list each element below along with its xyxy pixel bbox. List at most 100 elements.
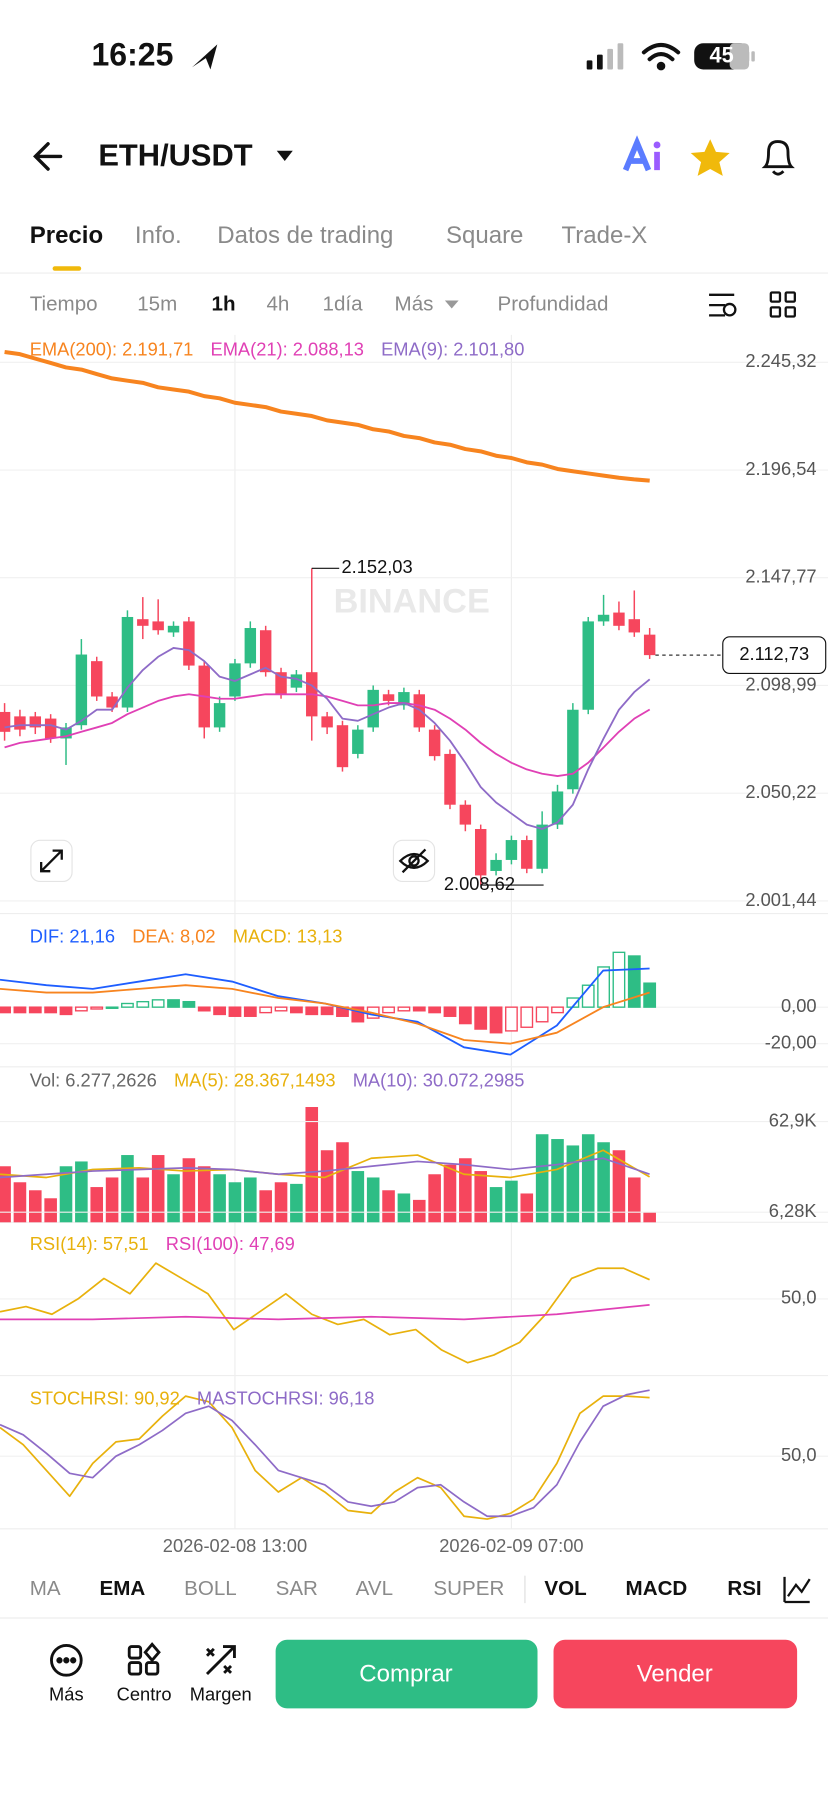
candle-body	[290, 674, 303, 688]
interval[interactable]: 4h	[266, 293, 289, 316]
indicator-tab[interactable]: EMA	[99, 1577, 145, 1600]
volume-bar	[397, 1193, 411, 1223]
action-label: Más	[49, 1684, 84, 1705]
y-tick-label: 2.245,32	[745, 350, 816, 371]
interval[interactable]: 1día	[323, 293, 364, 316]
volume-bar	[29, 1190, 42, 1223]
candle-body	[352, 729, 364, 754]
pair-dropdown[interactable]	[276, 150, 293, 161]
ai-button[interactable]	[622, 135, 661, 172]
candle-body	[336, 725, 349, 768]
tab[interactable]: Info.	[135, 222, 182, 249]
indicator-tab[interactable]: AVL	[356, 1577, 393, 1600]
indicator-label: Vol: 6.277,2626	[30, 1069, 157, 1090]
candle-body	[536, 824, 548, 869]
candle-body	[628, 619, 641, 633]
volume-bar	[197, 1166, 211, 1223]
favorite-star[interactable]	[690, 139, 730, 176]
interval[interactable]: 15m	[137, 293, 177, 316]
macd-bar	[289, 1006, 303, 1014]
macd-bar	[412, 1006, 426, 1012]
more-dropdown[interactable]	[444, 300, 459, 309]
y-tick-label: 0,00	[781, 995, 817, 1016]
candle-body	[613, 612, 625, 626]
sell-button[interactable]	[553, 1639, 798, 1709]
sell-label: Vender	[637, 1661, 713, 1688]
center-icon[interactable]	[127, 1642, 161, 1676]
alert-bell[interactable]	[761, 140, 795, 176]
macd-bar	[597, 966, 610, 1008]
interval[interactable]: Profundidad	[497, 293, 608, 316]
indicator-tab[interactable]: SAR	[276, 1577, 318, 1600]
indicator-label: EMA(200): 2.191,71	[30, 339, 194, 360]
action-label: Centro	[117, 1684, 172, 1705]
indicator-tab[interactable]: BOLL	[184, 1577, 237, 1600]
layout-icon[interactable]	[769, 291, 796, 318]
action-label: Margen	[190, 1684, 252, 1705]
margin-icon[interactable]	[205, 1645, 236, 1676]
candle-body	[321, 716, 333, 728]
battery-empty	[729, 43, 750, 70]
volume-bar	[320, 1150, 334, 1223]
interval[interactable]: 1h	[212, 293, 236, 316]
volume-bar	[151, 1155, 165, 1223]
y-tick-label: 50,0	[781, 1287, 817, 1308]
macd-bar	[428, 1006, 442, 1014]
tab[interactable]: Trade-X	[562, 222, 648, 249]
candle-body	[106, 696, 118, 708]
macd-bar	[197, 1006, 211, 1012]
indicator-tab[interactable]: RSI	[727, 1577, 761, 1600]
volume-bar	[213, 1174, 226, 1223]
tab[interactable]: Precio	[30, 222, 103, 249]
candle-body	[643, 634, 656, 656]
macd-bar	[44, 1006, 58, 1014]
interval[interactable]: Tiempo	[30, 293, 98, 316]
interval[interactable]: Más	[395, 293, 434, 316]
volume-bar	[443, 1164, 457, 1223]
candle-body	[229, 663, 241, 697]
candle-body	[91, 661, 103, 697]
macd-bar	[274, 1006, 288, 1012]
tab[interactable]: Datos de trading	[217, 222, 393, 249]
indicator-line	[0, 1389, 650, 1518]
indicator-tab[interactable]: VOL	[544, 1577, 586, 1600]
volume-bar	[505, 1180, 518, 1223]
macd-bar	[167, 999, 180, 1008]
volume-bar	[566, 1145, 580, 1223]
chart-settings-icon[interactable]	[709, 293, 737, 317]
volume-bar	[628, 1177, 641, 1223]
back-button[interactable]	[33, 142, 63, 171]
y-tick-label: 2.050,22	[745, 781, 816, 802]
candle-body	[152, 621, 164, 631]
candle-body	[428, 729, 441, 757]
candle-body	[567, 709, 579, 790]
last-price-box	[722, 636, 827, 674]
buy-button[interactable]	[275, 1639, 538, 1709]
drawing-tool[interactable]	[783, 1576, 811, 1604]
candle-body	[0, 711, 11, 732]
macd-bar	[535, 1006, 549, 1023]
macd-bar	[643, 982, 657, 1008]
indicator-label: DIF: 21,16	[30, 925, 115, 946]
macd-bar	[13, 1006, 27, 1014]
low-label: 2.008,62	[444, 873, 515, 894]
indicator-tab[interactable]: MACD	[626, 1577, 688, 1600]
candle-body	[213, 703, 226, 728]
tab[interactable]: Square	[446, 222, 523, 249]
candle-body	[75, 654, 88, 726]
indicator-label: DEA: 8,02	[132, 925, 215, 946]
indicator-label: STOCHRSI: 90,92	[30, 1387, 180, 1408]
indicator-line	[0, 1149, 651, 1179]
candle-body	[597, 614, 610, 622]
hide-icon	[398, 848, 430, 874]
indicator-tab[interactable]: MA	[30, 1577, 61, 1600]
indicator-tab[interactable]: SUPER	[433, 1577, 504, 1600]
candle-body	[474, 829, 487, 876]
volume-bar	[382, 1190, 395, 1223]
macd-bar	[489, 1006, 503, 1034]
volume-bar	[412, 1199, 426, 1223]
macd-bar	[136, 1000, 150, 1008]
more-icon[interactable]	[50, 1644, 83, 1677]
y-tick-label: 2.098,99	[745, 673, 816, 694]
pair-title[interactable]: ETH/USDT	[98, 138, 252, 173]
